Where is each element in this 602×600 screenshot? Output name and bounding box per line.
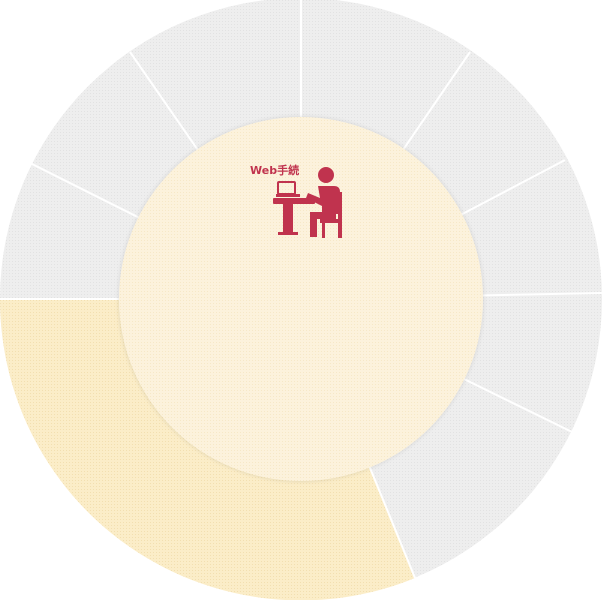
person-at-laptop-icon [273, 167, 342, 238]
center-disc [119, 117, 483, 481]
center-label: Web手続 [250, 164, 300, 177]
center-badge[interactable]: Web手続 [248, 158, 348, 238]
